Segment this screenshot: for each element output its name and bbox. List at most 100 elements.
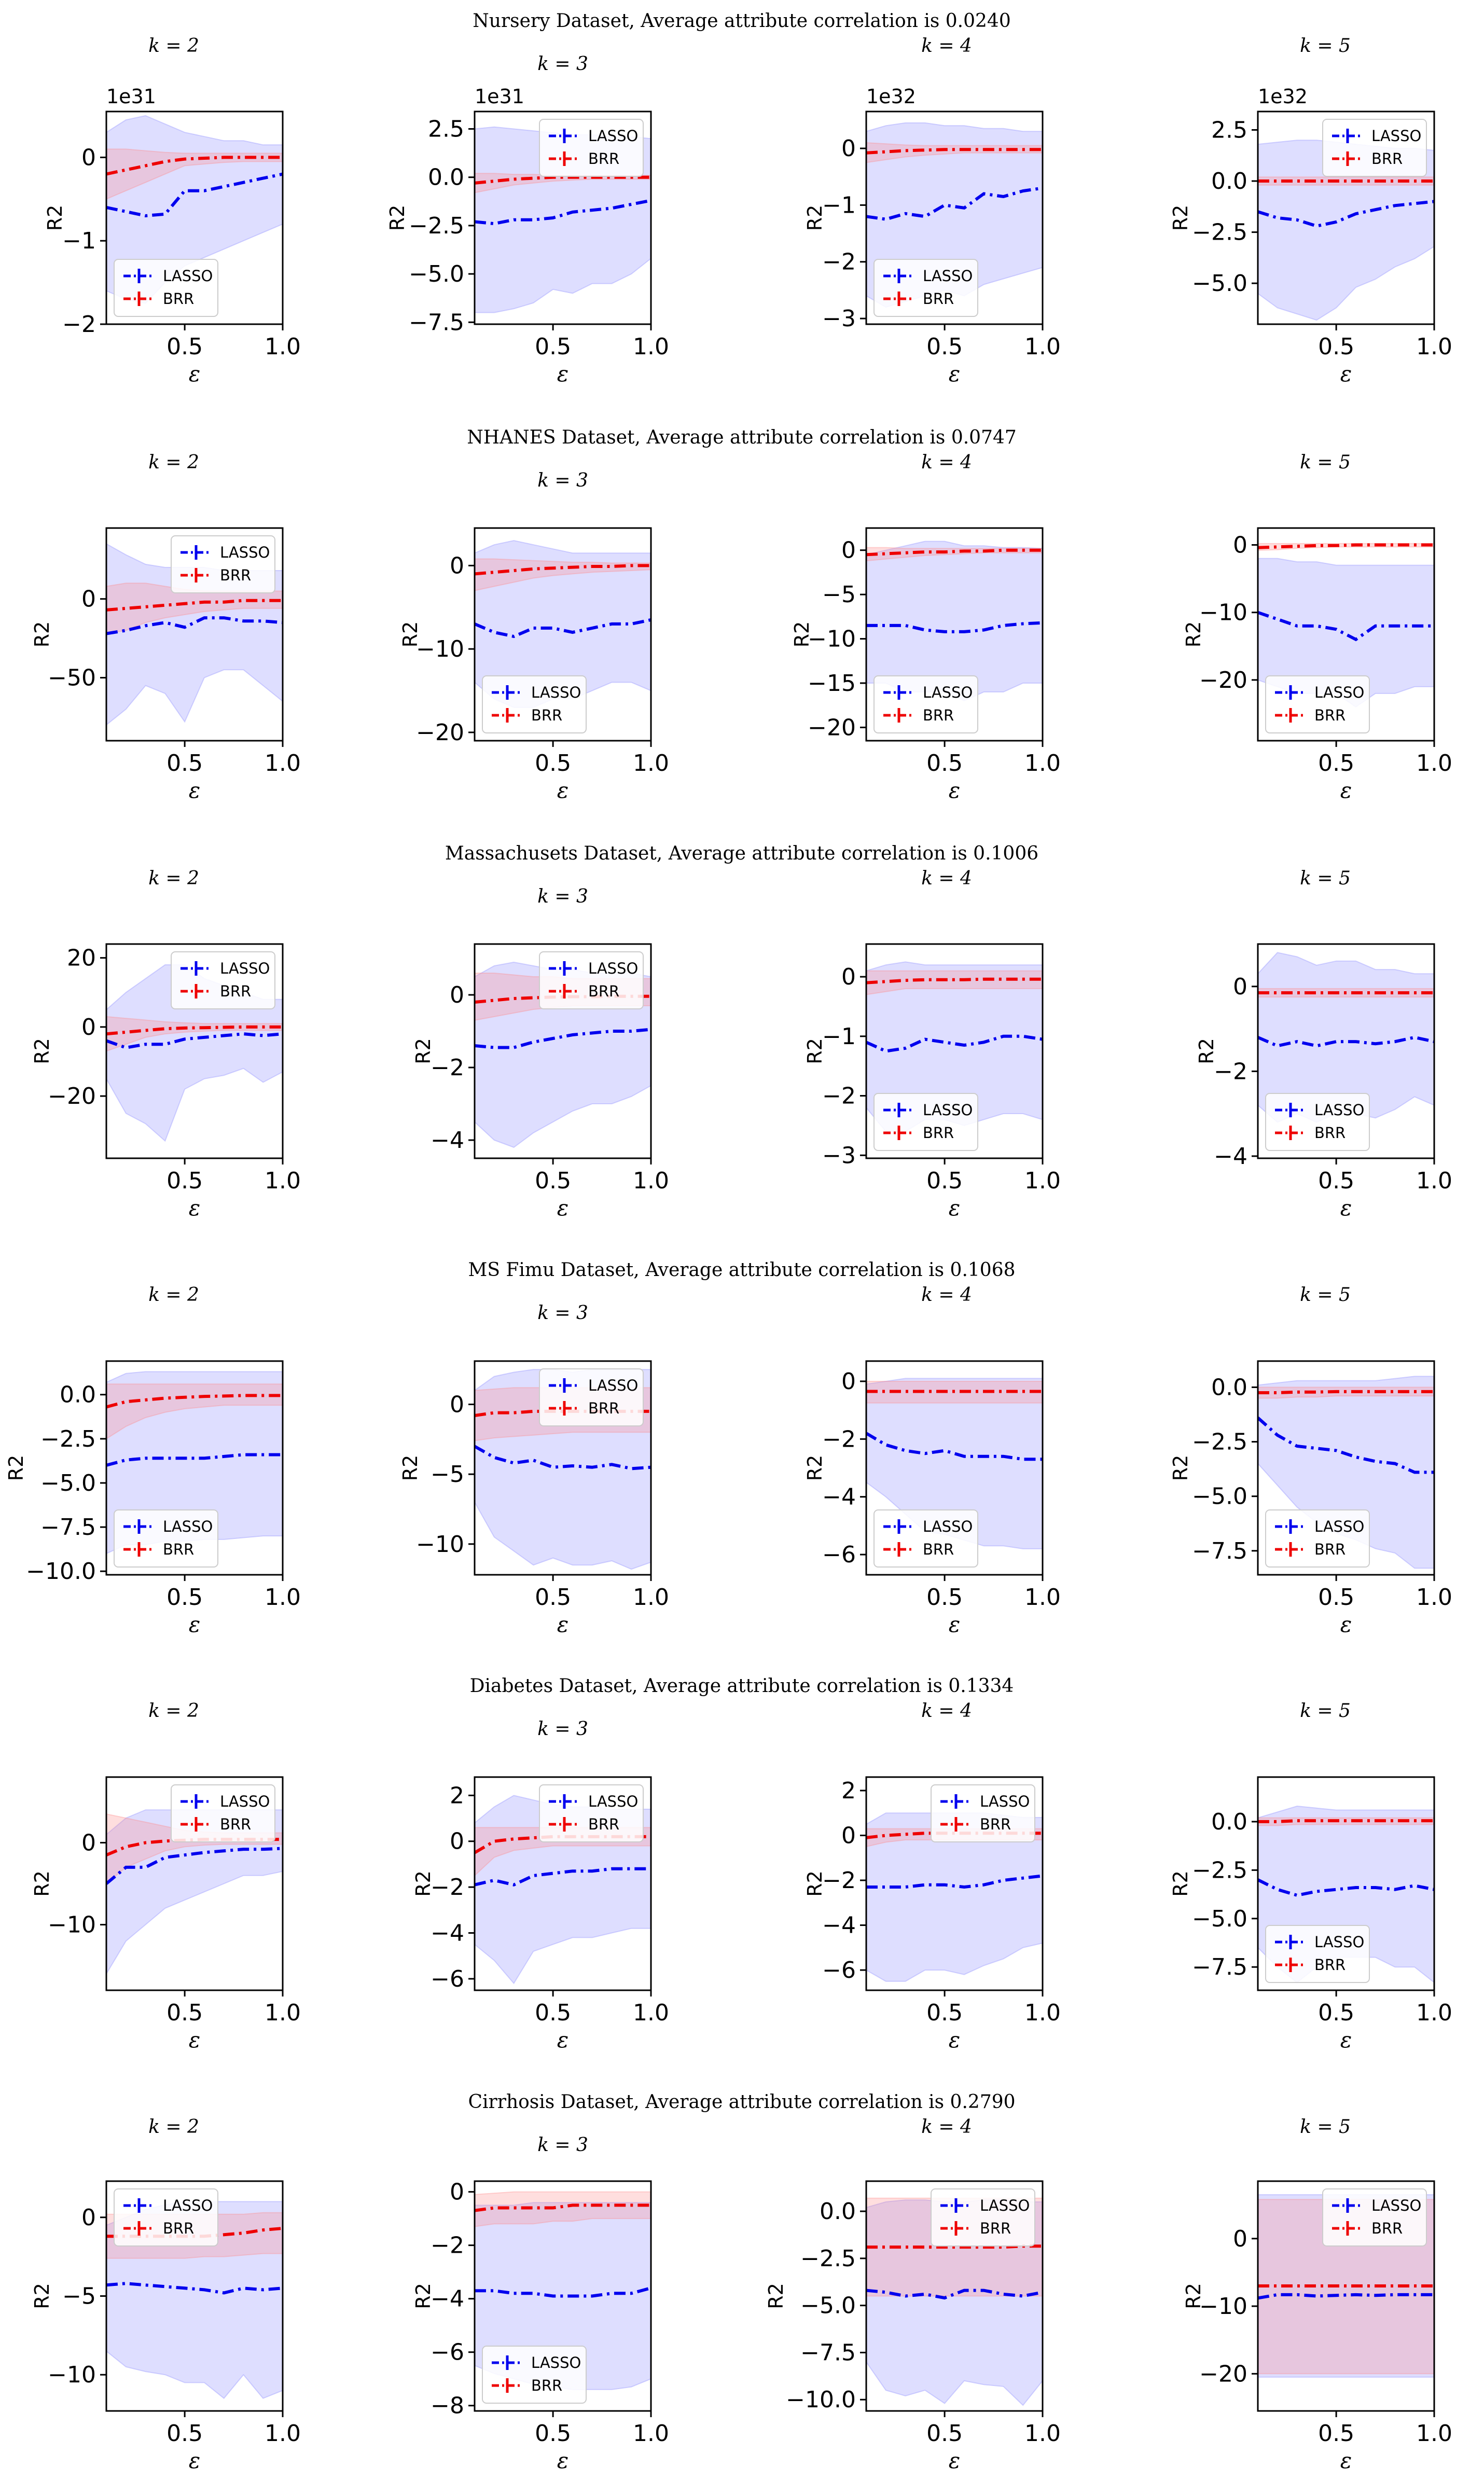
k-label: k = 2	[148, 1284, 199, 1306]
lasso-line	[1258, 1417, 1434, 1474]
legend-label: LASSO	[163, 267, 213, 285]
x-axis-label: ε	[1340, 1612, 1352, 1637]
lasso-line	[106, 1032, 283, 1049]
lasso-line	[866, 1874, 1043, 1889]
y-tick-label: −10	[48, 2362, 96, 2388]
x-tick-label: 1.0	[265, 2000, 301, 2026]
legend-label: LASSO	[1371, 2197, 1421, 2214]
panel-6-3: k = 4 0.0 −2.5 −5.0 −7.5 −10.0 0.5 1.0 ε R2 LASSO B…	[765, 2116, 1061, 2473]
panel-5-4: k = 5 0.0 −2.5 −5.0 −7.5 0.5 1.0 ε R2 LASSO BRR	[1169, 1700, 1452, 2053]
panel-1-1: k = 2 0 −1 −2 0.5 1.0 ε R2 1e31 LASSO BRR	[44, 35, 301, 386]
lasso-line	[866, 1432, 1043, 1461]
x-axis-label: ε	[557, 1612, 569, 1637]
y-tick-label: −2.5	[800, 2245, 856, 2272]
y-axis-label: R2	[1182, 2283, 1205, 2309]
x-tick-label: 0.5	[1318, 2000, 1354, 2026]
legend-label: BRR	[923, 290, 954, 308]
legend: LASSO BRR	[539, 1784, 644, 1842]
x-tick-label: 1.0	[633, 2420, 669, 2447]
legend-label: LASSO	[1371, 127, 1421, 145]
y-tick-label: 0	[841, 135, 856, 162]
y-tick-label: −4	[431, 2286, 464, 2312]
x-tick-label: 0.5	[167, 2000, 203, 2026]
y-tick-label: −2	[431, 2233, 464, 2259]
axis-exponent: 1e32	[866, 85, 916, 108]
x-tick-label: 1.0	[265, 1168, 301, 1194]
legend-label: LASSO	[923, 684, 973, 701]
y-axis-label: R2	[1195, 1038, 1218, 1064]
legend-label: LASSO	[923, 1518, 973, 1535]
x-tick-label: 0.5	[535, 750, 571, 777]
x-tick-label: 1.0	[1416, 1168, 1452, 1194]
x-tick-label: 0.5	[167, 1584, 203, 1611]
legend: LASSO BRR	[873, 1093, 978, 1151]
y-axis-label: R2	[1169, 1870, 1192, 1897]
y-tick-label: 0	[1233, 974, 1247, 1000]
y-tick-label: −10	[416, 636, 464, 662]
panel-5-1: k = 2 0 −10 0.5 1.0 ε R2 LASSO BRR	[31, 1700, 301, 2053]
axes-frame	[1257, 2180, 1435, 2412]
lasso-line	[1258, 2293, 1434, 2300]
x-tick-label: 0.5	[535, 1168, 571, 1194]
y-tick-label: −5.0	[409, 261, 464, 287]
brr-line	[475, 2203, 651, 2212]
x-axis-label: ε	[557, 361, 569, 386]
axes-frame	[105, 1360, 284, 1576]
lasso-line	[475, 1028, 651, 1049]
panel-2-3: k = 4 0 −5 −10 −15 −20 0.5 1.0 ε R2 LASSO BRR	[790, 452, 1061, 803]
legend-label: BRR	[980, 2220, 1011, 2237]
x-tick-label: 0.5	[926, 2420, 963, 2447]
x-axis-label: ε	[189, 2448, 201, 2473]
y-tick-label: 0	[841, 537, 856, 564]
brr-line	[866, 2244, 1043, 2249]
legend-label: BRR	[1371, 2220, 1403, 2237]
y-tick-label: −7.5	[1192, 1538, 1247, 1564]
axes-frame	[1257, 527, 1435, 742]
x-tick-label: 1.0	[1024, 1584, 1061, 1611]
x-axis-label: ε	[949, 361, 961, 386]
y-axis-label: R2	[412, 2283, 435, 2309]
y-tick-label: 0	[450, 982, 464, 1008]
y-axis-label: R2	[44, 205, 66, 231]
y-tick-label: −1	[822, 192, 856, 218]
axis-exponent: 1e32	[1258, 85, 1308, 108]
legend: LASSO BRR	[171, 951, 275, 1009]
axes-frame	[1257, 1360, 1435, 1576]
y-axis-label: R2	[803, 205, 826, 231]
k-label: k = 5	[1300, 452, 1351, 473]
lasso-line	[475, 1867, 651, 1887]
legend-label: LASSO	[531, 684, 581, 701]
brr-band	[106, 1016, 283, 1052]
panel-2-2: k = 3 0 −10 −20 0.5 1.0 ε R2 LASSO BRR	[399, 470, 669, 803]
panel-4-4: k = 5 0.0 −2.5 −5.0 −7.5 0.5 1.0 ε R2 LASSO BRR	[1169, 1284, 1452, 1637]
legend: LASSO BRR	[114, 259, 218, 317]
k-label: k = 3	[537, 2134, 588, 2156]
legend-label: LASSO	[1314, 684, 1364, 701]
y-axis-label: R2	[803, 1870, 826, 1897]
row-1: Nursery Dataset, Average attribute corre…	[44, 10, 1452, 386]
legend-label: LASSO	[220, 1793, 270, 1810]
x-tick-label: 1.0	[633, 1584, 669, 1611]
x-tick-label: 1.0	[1024, 1168, 1061, 1194]
y-tick-label: −2.5	[40, 1426, 96, 1452]
y-tick-label: −2	[822, 249, 856, 275]
plot-area	[866, 1812, 1043, 1982]
panel-1-4: k = 5 2.5 0.0 −2.5 −5.0 0.5 1.0 ε R2 1e32 LASSO BRR	[1169, 35, 1452, 386]
y-axis-label: R2	[765, 2283, 787, 2309]
y-tick-label: −2	[62, 311, 96, 338]
legend: LASSO BRR	[539, 951, 644, 1009]
brr-line	[106, 599, 283, 612]
x-tick-label: 0.5	[167, 2420, 203, 2447]
y-tick-label: −1	[62, 228, 96, 254]
y-tick-label: −7.5	[40, 1514, 96, 1541]
legend-label: LASSO	[588, 1793, 638, 1810]
x-tick-label: 0.5	[1318, 1168, 1354, 1194]
y-tick-label: 0	[81, 1014, 96, 1041]
legend: LASSO BRR	[114, 1509, 218, 1568]
x-tick-label: 1.0	[265, 1584, 301, 1611]
y-axis-label: R2	[803, 1038, 826, 1064]
axes-frame	[474, 1360, 652, 1576]
y-tick-label: 20	[67, 945, 96, 972]
y-tick-label: −4	[822, 1484, 856, 1510]
legend: LASSO BRR	[1265, 675, 1370, 733]
